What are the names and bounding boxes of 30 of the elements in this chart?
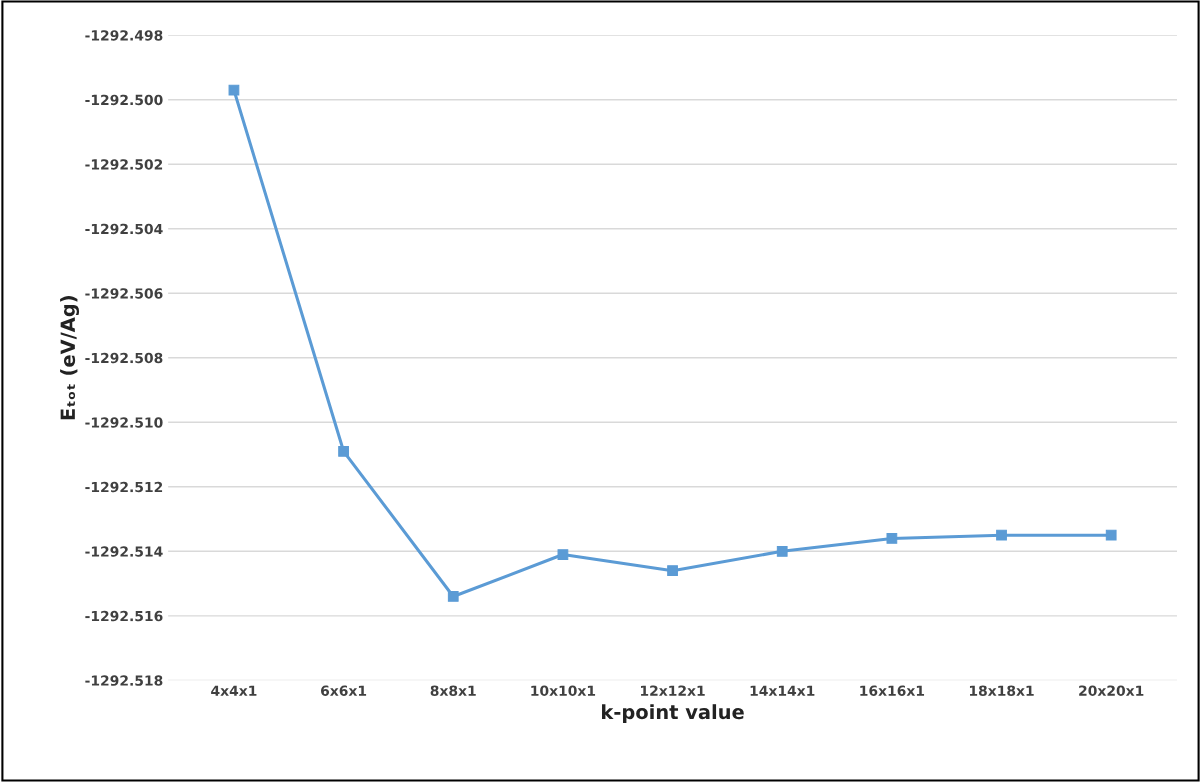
- x-tick-label: 6x6x1: [321, 685, 367, 696]
- y-tick-label: -1292.500: [85, 94, 163, 106]
- x-tick-label: 18x18x1: [969, 685, 1034, 696]
- x-tick-label: 16x16x1: [860, 685, 925, 696]
- point: [447, 591, 459, 602]
- y-tick-label: -1292.506: [85, 288, 163, 299]
- y-axis-title: Eₜₒₜ (eV/Ag): [60, 296, 80, 420]
- y-tick-label: -1292.512: [85, 481, 163, 493]
- x-tick-label: 14x14x1: [750, 685, 815, 696]
- point: [667, 565, 678, 577]
- point: [996, 529, 1007, 541]
- x-axis-title: k-point value: [602, 704, 744, 724]
- x-tick-label: 4x4x1: [211, 685, 257, 696]
- y-tick-label: -1292.508: [85, 352, 163, 364]
- y-tick-label: -1292.502: [85, 159, 163, 170]
- x-tick-label: 10x10x1: [531, 685, 596, 696]
- y-tick-label: -1292.498: [85, 30, 163, 41]
- point: [338, 445, 349, 457]
- y-tick-label: -1292.514: [85, 546, 163, 557]
- y-tick-label: -1292.510: [85, 417, 163, 428]
- point: [1105, 529, 1117, 541]
- point: [886, 533, 898, 544]
- x-tick-label: 8x8x1: [430, 685, 476, 696]
- point: [557, 549, 569, 560]
- y-tick-label: -1292.516: [85, 610, 163, 622]
- y-tick-label: -1292.518: [85, 675, 163, 686]
- x-tick-label: 12x12x1: [641, 685, 705, 696]
- x-tick-label: 20x20x1: [1079, 685, 1144, 696]
- point: [776, 545, 788, 557]
- y-tick-label: -1292.504: [85, 223, 163, 235]
